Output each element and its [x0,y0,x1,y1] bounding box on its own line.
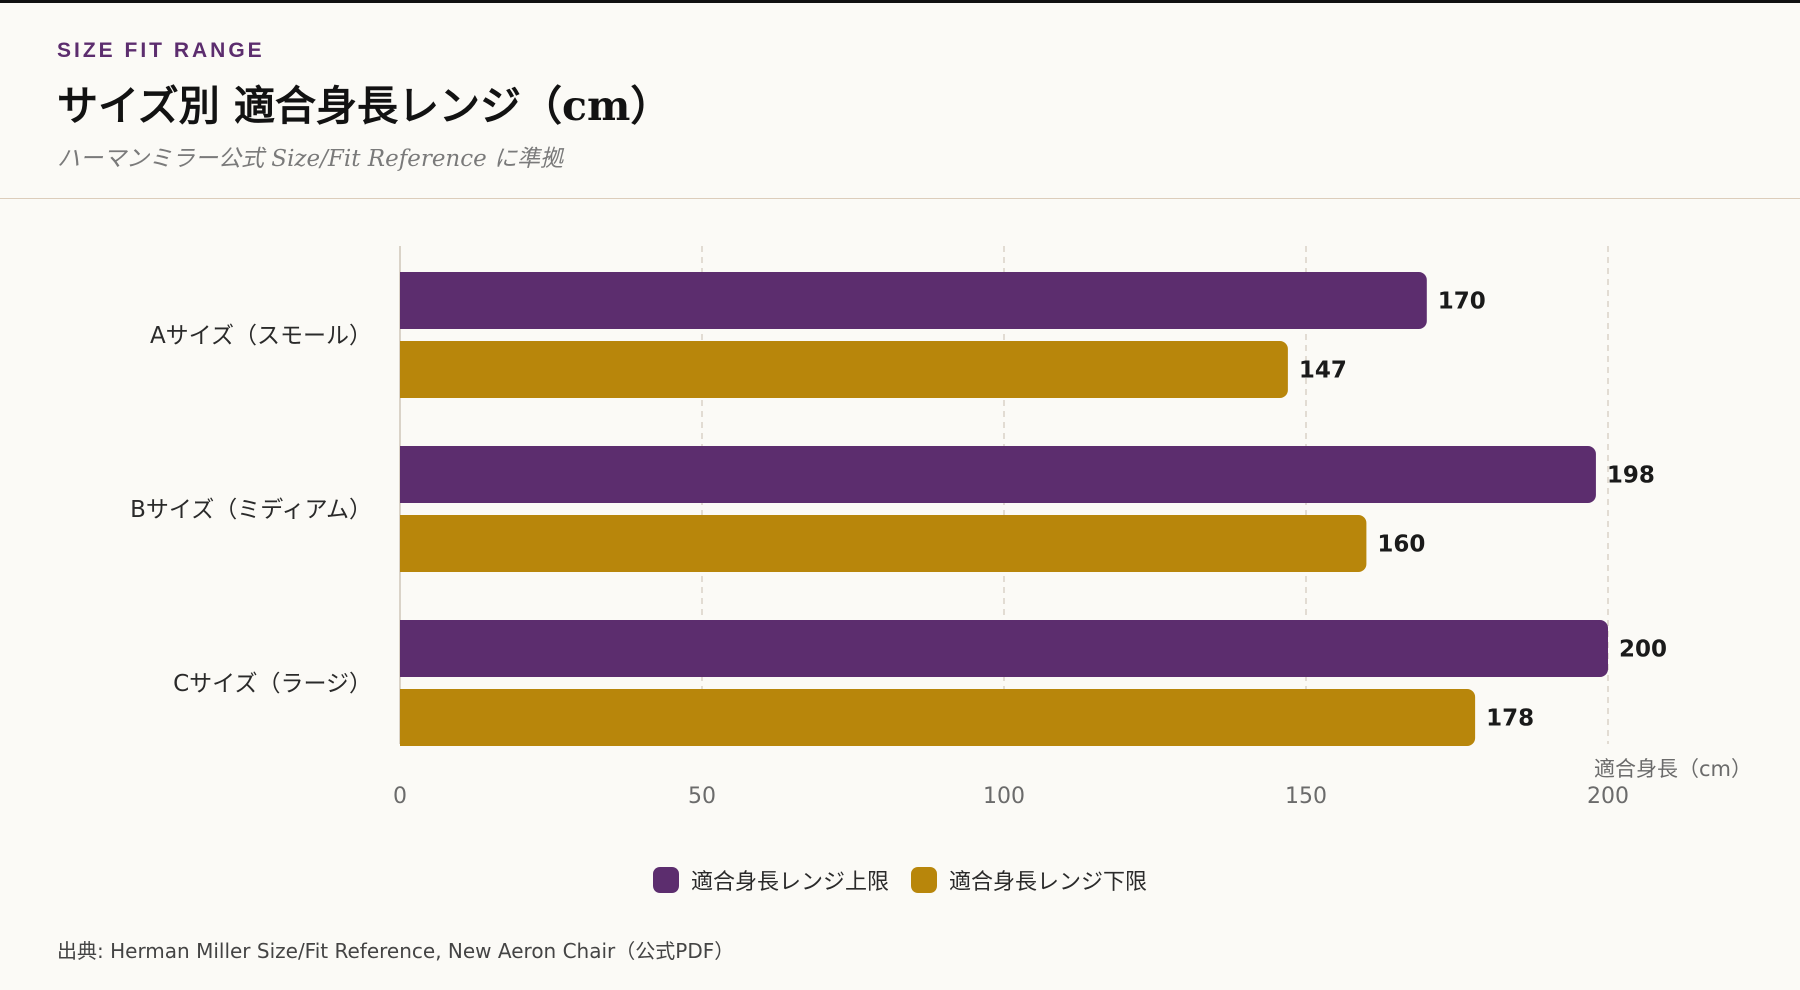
x-tick-label: 200 [1587,784,1629,809]
data-label: 178 [1486,706,1534,732]
category-label: Bサイズ（ミディアム） [130,497,372,523]
legend-label-upper: 適合身長レンジ上限 [690,870,889,895]
source-footnote: 出典: Herman Miller Size/Fit Reference, Ne… [57,939,735,963]
x-tick-label: 150 [1285,784,1327,809]
chart-title: サイズ別 適合身長レンジ（cm） [57,82,672,130]
data-label: 147 [1299,358,1347,384]
bar-upper[interactable] [400,620,1608,677]
data-label: 170 [1438,289,1486,315]
x-tick-label: 50 [688,784,716,809]
bar-left-edge [400,620,410,677]
chart-subtitle: ハーマンミラー公式 Size/Fit Reference に準拠 [57,146,564,172]
data-label: 160 [1377,532,1425,558]
data-label: 198 [1607,463,1655,489]
bar-left-edge [400,272,410,329]
bar-lower[interactable] [400,341,1288,398]
x-tick-label: 100 [983,784,1025,809]
top-rule [0,0,1800,3]
x-tick-label: 0 [393,784,407,809]
bar-upper[interactable] [400,272,1427,329]
bar-left-edge [400,446,410,503]
x-axis-title: 適合身長（cm） [1594,757,1752,781]
chart-legend: 適合身長レンジ上限 適合身長レンジ下限 [0,864,1800,896]
legend-item-upper[interactable]: 適合身長レンジ上限 [652,864,889,896]
bar-chart: 0 50 100 150 200 適合身長（cm） Aサイズ（スモール） 170 147 Bサイズ… [130,246,1752,809]
eyebrow-label: SIZE FIT RANGE [57,39,265,62]
legend-swatch-lower [911,867,937,893]
bar-left-edge [400,341,410,398]
data-label: 200 [1619,637,1667,663]
header-divider [0,198,1800,199]
category-label: Cサイズ（ラージ） [173,671,372,697]
bar-left-edge [400,515,410,572]
bar-lower[interactable] [400,515,1367,572]
bar-lower[interactable] [400,689,1476,746]
chart-header: SIZE FIT RANGE サイズ別 適合身長レンジ（cm） ハーマンミラー公… [57,38,1757,174]
legend-swatch-upper [652,867,679,893]
legend-label-lower: 適合身長レンジ下限 [949,870,1148,895]
bar-upper[interactable] [400,446,1596,503]
bar-left-edge [400,689,410,746]
legend-item-lower[interactable]: 適合身長レンジ下限 [911,864,1147,896]
category-label: Aサイズ（スモール） [150,323,372,349]
